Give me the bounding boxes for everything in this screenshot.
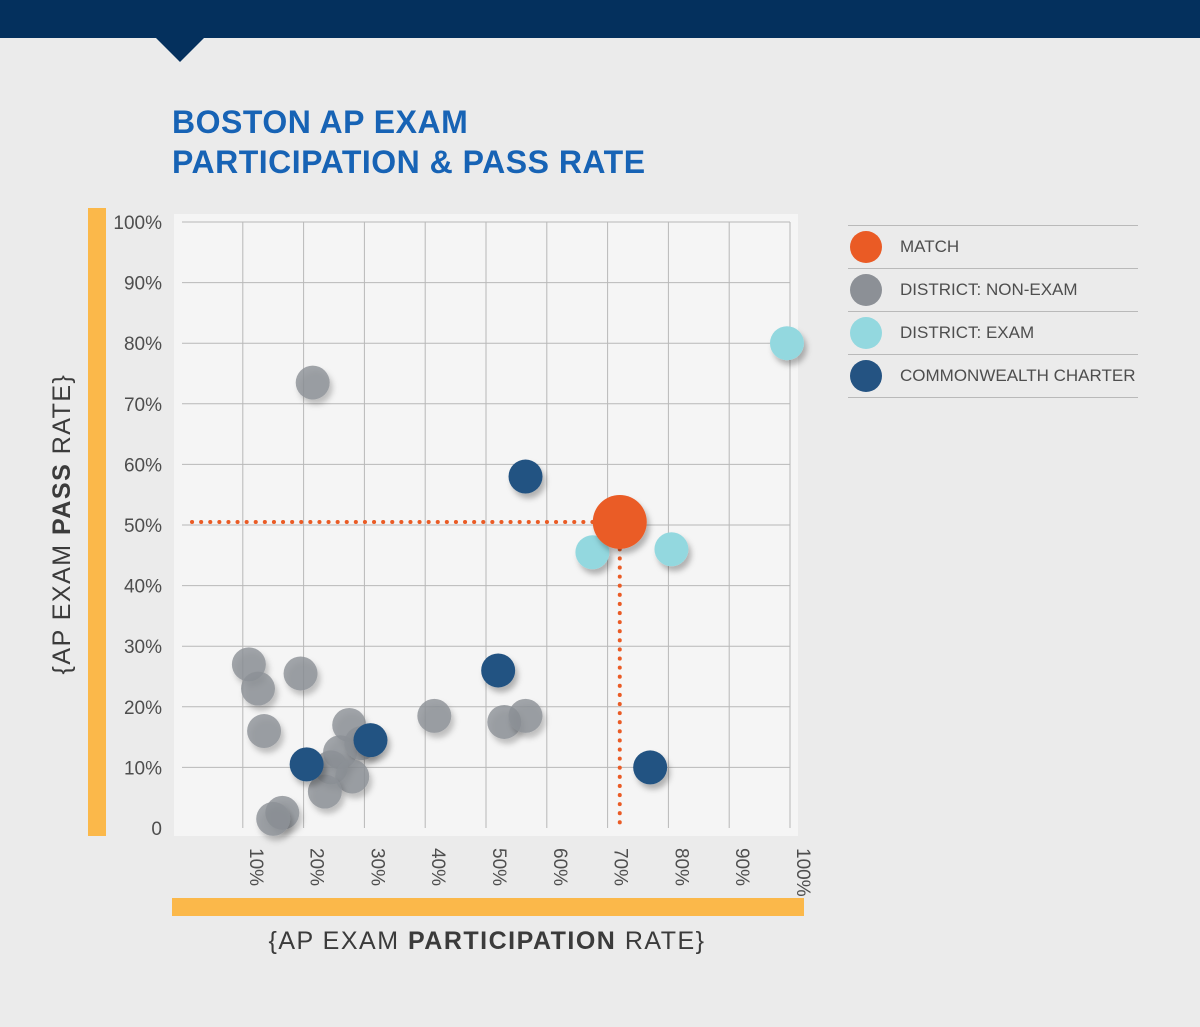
x-tick-label: 50%	[488, 848, 509, 886]
series-match	[592, 494, 647, 549]
x-axis-label-bold: PARTICIPATION	[407, 927, 617, 955]
y-axis-label-bold: PASS	[48, 462, 76, 535]
data-point-commonwealth-charter	[633, 750, 668, 785]
y-axis-label: {AP EXAM PASS RATE}	[47, 294, 77, 754]
x-tick-label: 20%	[306, 848, 327, 886]
data-point-district-non-exam	[241, 671, 275, 706]
x-tick-label: 40%	[427, 848, 448, 886]
data-point-commonwealth-charter	[353, 723, 388, 758]
x-tick-label: 80%	[670, 848, 691, 886]
legend-swatch-match	[850, 231, 882, 263]
data-point-district-non-exam	[417, 698, 452, 733]
y-tick-label: 30%	[124, 637, 162, 658]
y-tick-label: 100%	[113, 213, 162, 234]
series-district-exam	[575, 326, 804, 570]
legend-swatch-district-non-exam	[850, 274, 882, 306]
data-point-commonwealth-charter	[289, 747, 324, 782]
legend-item-match: MATCH	[848, 225, 1138, 268]
x-tick-label: 90%	[731, 848, 752, 886]
legend-item-commonwealth-charter: COMMONWEALTH CHARTER	[848, 354, 1138, 398]
y-tick-label: 60%	[124, 455, 162, 476]
y-axis-accent-bar	[88, 208, 106, 836]
x-axis-label-suffix: RATE}	[616, 927, 706, 955]
y-tick-label: 80%	[124, 334, 162, 355]
data-point-district-non-exam	[508, 698, 543, 733]
x-tick-label: 100%	[792, 848, 813, 897]
legend-label-match: MATCH	[900, 237, 960, 256]
chart-legend: MATCH DISTRICT: NON-EXAM DISTRICT: EXAM …	[848, 225, 1138, 398]
series-commonwealth-charter	[289, 459, 668, 785]
y-tick-label: 0	[151, 819, 162, 840]
chart-title-line-1: BOSTON AP EXAM	[172, 104, 469, 140]
y-axis-label-prefix: {AP EXAM	[48, 534, 76, 675]
y-tick-label: 20%	[124, 698, 162, 719]
legend-item-district-non-exam: DISTRICT: NON-EXAM	[848, 268, 1138, 311]
grid-lines	[182, 221, 791, 828]
data-point-commonwealth-charter	[508, 459, 543, 494]
data-point-district-exam	[575, 535, 610, 570]
legend-label-district-non-exam: DISTRICT: NON-EXAM	[900, 280, 1078, 299]
series-district-non-exam	[231, 365, 543, 836]
y-tick-label: 90%	[124, 274, 162, 295]
data-point-district-non-exam	[295, 365, 330, 400]
chart-title: BOSTON AP EXAM PARTICIPATION & PASS RATE	[172, 102, 646, 182]
data-point-commonwealth-charter	[481, 653, 516, 688]
y-axis-label-suffix: RATE}	[48, 373, 76, 463]
legend-swatch-commonwealth-charter	[850, 360, 882, 392]
header-notch	[156, 38, 204, 62]
x-tick-label: 70%	[610, 848, 631, 886]
y-tick-label: 40%	[124, 577, 162, 598]
y-tick-label: 10%	[124, 758, 162, 779]
x-axis-label-prefix: {AP EXAM	[268, 927, 408, 955]
data-point-match	[592, 494, 647, 549]
data-point-district-exam	[769, 326, 804, 361]
data-point-district-non-exam	[283, 656, 318, 691]
data-point-district-non-exam	[247, 714, 282, 749]
chart-title-line-2: PARTICIPATION & PASS RATE	[172, 144, 646, 180]
x-tick-label: 60%	[549, 848, 570, 886]
x-axis-label: {AP EXAM PARTICIPATION RATE}	[172, 926, 802, 956]
data-point-district-non-exam	[307, 774, 342, 809]
data-point-district-non-exam	[256, 801, 291, 836]
x-tick-label: 10%	[245, 848, 266, 886]
legend-label-commonwealth-charter: COMMONWEALTH CHARTER	[900, 366, 1136, 385]
legend-swatch-district-exam	[850, 317, 882, 349]
legend-item-district-exam: DISTRICT: EXAM	[848, 311, 1138, 354]
x-axis-accent-bar	[172, 898, 804, 916]
legend-label-district-exam: DISTRICT: EXAM	[900, 323, 1035, 342]
x-tick-label: 30%	[366, 848, 387, 886]
data-point-district-exam	[654, 532, 689, 567]
y-tick-label: 50%	[124, 516, 162, 537]
y-tick-label: 70%	[124, 395, 162, 416]
header-bar	[0, 0, 1200, 38]
data-point-district-non-exam	[335, 759, 370, 794]
